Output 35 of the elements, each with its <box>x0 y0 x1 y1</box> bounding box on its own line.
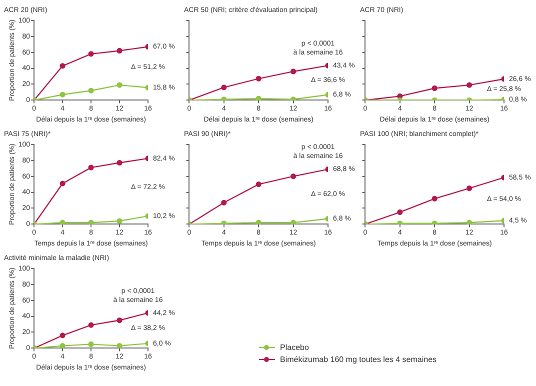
point <box>88 322 94 328</box>
point <box>221 200 227 206</box>
point <box>290 220 296 224</box>
point <box>256 96 262 100</box>
point <box>290 174 296 180</box>
point <box>60 180 66 186</box>
point <box>88 51 94 57</box>
point <box>290 68 296 74</box>
point <box>116 82 122 88</box>
point <box>116 317 122 324</box>
point <box>60 343 66 348</box>
legend-label: Placebo <box>280 343 309 352</box>
point <box>256 182 262 188</box>
point <box>88 164 94 170</box>
point <box>116 48 122 54</box>
point <box>466 185 472 192</box>
point <box>256 220 262 224</box>
point <box>116 343 122 348</box>
point <box>116 160 122 166</box>
point <box>60 220 66 224</box>
point <box>466 82 472 88</box>
point <box>88 88 94 94</box>
point <box>432 85 438 92</box>
point <box>397 209 403 216</box>
point <box>88 341 94 348</box>
point <box>221 84 227 90</box>
point <box>60 332 66 338</box>
point <box>60 92 66 98</box>
legend-label: Bimékizumab 160 mg toutes les 4 semaines <box>280 355 437 364</box>
point <box>116 218 122 224</box>
point <box>60 63 66 69</box>
point <box>256 76 262 82</box>
point <box>466 220 472 224</box>
point <box>432 196 438 202</box>
point <box>88 220 94 224</box>
